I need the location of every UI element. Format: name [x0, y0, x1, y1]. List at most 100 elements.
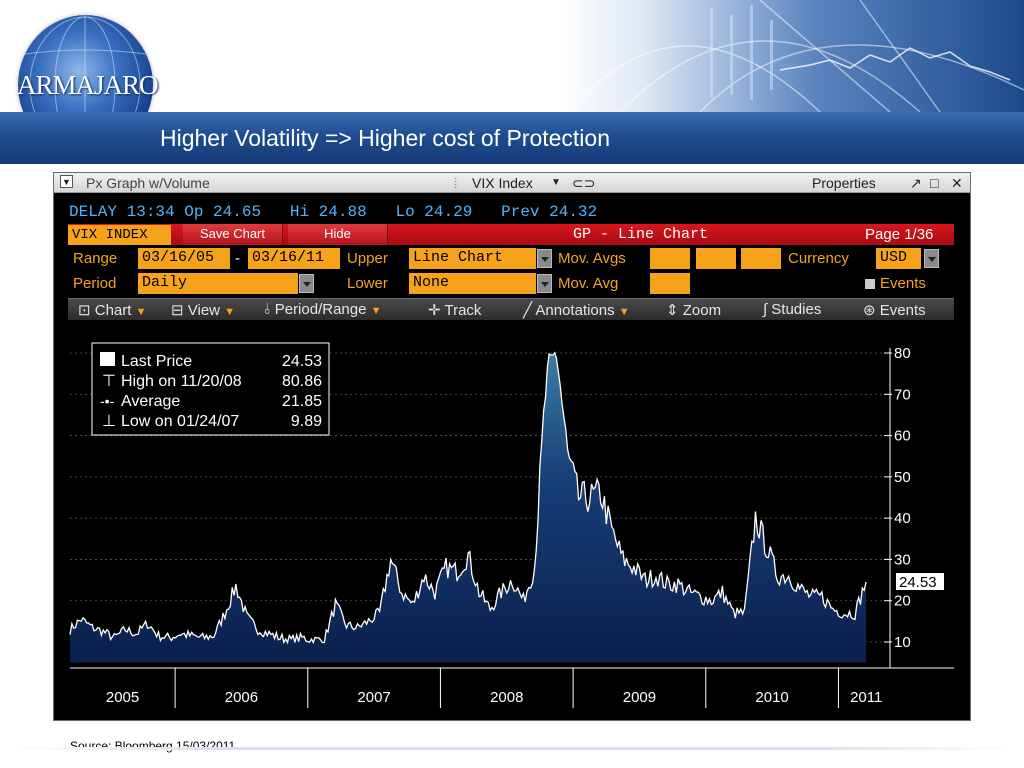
lower-dropdown-icon[interactable] — [537, 274, 552, 293]
start-date-field[interactable]: 03/16/05 — [138, 248, 230, 269]
mov-avg-field-1[interactable] — [650, 248, 690, 269]
zoom-label: Zoom — [682, 302, 722, 319]
upper-chart-select[interactable]: Line Chart — [409, 248, 536, 269]
period-range-label: Period/Range — [274, 301, 367, 318]
chart-legend: Last Price 24.53 ⊤ High on 11/20/08 80.8… — [91, 342, 330, 436]
y-tick-label: 20 — [894, 593, 911, 610]
studies-icon: ∫ — [763, 301, 768, 318]
currency-label: Currency — [788, 250, 849, 267]
chart-icon: ⊡ — [78, 302, 91, 319]
chart-caret-icon: ▼ — [135, 306, 147, 318]
mov-avg-field-3[interactable] — [741, 248, 781, 269]
menu-dropdown-icon[interactable]: ▼ — [60, 175, 73, 188]
high-price: Hi 24.88 — [289, 203, 367, 221]
mov-avg-lower-field[interactable] — [650, 273, 690, 294]
y-tick-label: 40 — [894, 510, 911, 527]
average-marker-icon: -•- — [100, 393, 115, 409]
events-button[interactable]: ⊛ Events — [863, 301, 926, 319]
maximize-icon[interactable]: □ — [930, 175, 939, 191]
legend-last-price-value: 24.53 — [282, 353, 322, 370]
legend-high-value: 80.86 — [282, 373, 322, 390]
vix-chart: 10 20 30 40 50 60 70 80 2005 2006 2007 2008 2009 201… — [69, 342, 954, 708]
end-date-field[interactable]: 03/16/11 — [248, 248, 340, 269]
studies-button[interactable]: ∫ Studies — [763, 301, 821, 318]
function-bar: VIX INDEX Save Chart Hide GP - Line Char… — [68, 224, 954, 245]
currency-select[interactable]: USD — [876, 248, 921, 269]
mov-avgs-label: Mov. Avgs — [558, 250, 626, 267]
lower-chart-select[interactable]: None — [409, 273, 536, 294]
events-checkbox[interactable] — [865, 279, 875, 289]
period-range-caret-icon: ▼ — [370, 305, 382, 317]
x-tick-label: 2007 — [357, 689, 390, 706]
chart-type-title: GP - Line Chart — [573, 226, 709, 243]
upper-label: Upper — [347, 250, 388, 267]
window-titlebar: ▼ Px Graph w/Volume ⦙ VIX Index ▼ ⊂⊃ Pro… — [54, 173, 970, 193]
annotations-menu[interactable]: ╱ Annotations ▼ — [523, 301, 630, 319]
x-tick-label: 2005 — [106, 689, 139, 706]
security-dropdown-icon[interactable]: ▼ — [551, 177, 561, 188]
low-price: Lo 24.29 — [395, 203, 473, 221]
save-chart-button[interactable]: Save Chart — [183, 224, 283, 245]
title-bar — [0, 112, 1024, 164]
banner-graphic — [569, 0, 1024, 112]
mov-avg-field-2[interactable] — [696, 248, 736, 269]
zoom-button[interactable]: ⇕ Zoom — [666, 301, 721, 319]
x-tick-label: 2008 — [490, 689, 523, 706]
chart-toolbar: ⊡ Chart ▼ ⊟ View ▼ ⫰ Period/Range ▼ ✛ Tr… — [68, 298, 954, 320]
y-tick-label: 70 — [894, 386, 911, 403]
x-tick-label: 2006 — [225, 689, 258, 706]
footer-divider — [10, 747, 1014, 750]
period-range-menu[interactable]: ⫰ Period/Range ▼ — [264, 301, 382, 318]
price-area — [70, 352, 866, 663]
last-price-tag: 24.53 — [899, 574, 937, 591]
close-icon[interactable]: ✕ — [951, 175, 963, 191]
zoom-icon: ⇕ — [666, 302, 679, 319]
popout-icon[interactable]: ↗ — [910, 175, 922, 191]
annotations-label: Annotations — [535, 302, 615, 319]
prev-price: Prev 24.32 — [501, 203, 598, 221]
date-separator: - — [235, 250, 240, 267]
track-label: Track — [444, 302, 482, 319]
last-price-swatch — [100, 352, 115, 366]
window-menu-label[interactable]: Px Graph w/Volume — [86, 175, 210, 191]
legend-average-label: Average — [121, 393, 180, 410]
studies-label: Studies — [771, 301, 822, 318]
events-icon: ⊛ — [863, 302, 876, 319]
annotations-icon: ╱ — [523, 302, 533, 319]
view-icon: ⊟ — [171, 302, 184, 319]
track-icon: ✛ — [428, 302, 441, 319]
high-marker-icon: ⊤ — [102, 373, 116, 390]
chart-menu-label: Chart — [94, 302, 132, 319]
upper-dropdown-icon[interactable] — [537, 249, 552, 268]
y-tick-label: 50 — [894, 469, 911, 486]
quote-status-line: DELAY 13:34 Op 24.65 Hi 24.88 Lo 24.29 P… — [69, 203, 597, 221]
legend-last-price-label: Last Price — [121, 353, 192, 370]
period-label: Period — [73, 275, 117, 292]
bloomberg-window: ▼ Px Graph w/Volume ⦙ VIX Index ▼ ⊂⊃ Pro… — [53, 172, 971, 721]
view-menu[interactable]: ⊟ View ▼ — [171, 301, 235, 319]
period-range-icon: ⫰ — [264, 301, 271, 318]
view-menu-label: View — [187, 302, 220, 319]
hide-button[interactable]: Hide — [288, 224, 388, 245]
page-indicator[interactable]: Page 1/36 — [865, 226, 934, 243]
x-axis: 2005 2006 2007 2008 2009 2010 2011 — [106, 668, 882, 708]
properties-button[interactable]: Properties — [812, 175, 876, 191]
events-toolbar-label: Events — [879, 302, 926, 319]
last-price-marker: 24.53 — [896, 573, 944, 591]
security-tab[interactable]: VIX INDEX — [68, 225, 171, 245]
period-dropdown-icon[interactable] — [299, 274, 314, 293]
mov-avg-label: Mov. Avg — [558, 275, 619, 292]
currency-dropdown-icon[interactable] — [924, 249, 939, 268]
period-select[interactable]: Daily — [138, 273, 298, 294]
legend-average-value: 21.85 — [282, 393, 322, 410]
events-label: Events — [880, 275, 926, 292]
track-button[interactable]: ✛ Track — [428, 301, 481, 319]
view-caret-icon: ▼ — [224, 306, 236, 318]
link-icon[interactable]: ⊂⊃ — [572, 175, 596, 191]
y-tick-label: 80 — [894, 345, 911, 362]
lower-label: Lower — [347, 275, 388, 292]
price-line — [69, 351, 867, 645]
security-name[interactable]: VIX Index — [472, 175, 533, 191]
source-note: Source: Bloomberg 15/03/2011 — [70, 739, 236, 753]
chart-menu[interactable]: ⊡ Chart ▼ — [78, 301, 147, 319]
